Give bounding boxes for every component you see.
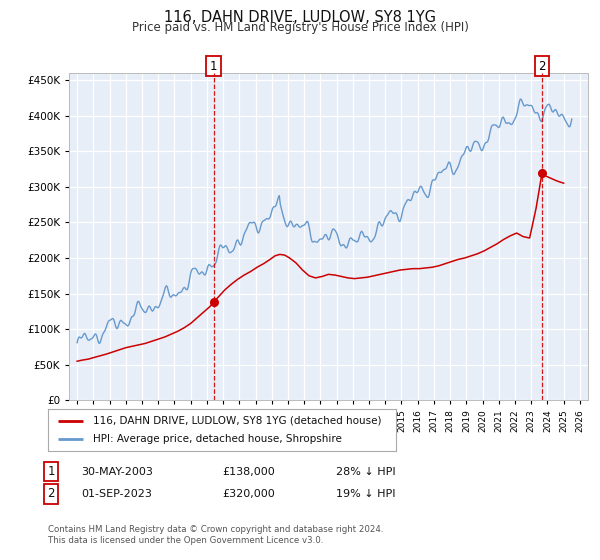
Text: 2: 2: [47, 487, 55, 501]
Text: 30-MAY-2003: 30-MAY-2003: [81, 466, 153, 477]
Text: 1: 1: [47, 465, 55, 478]
Text: 1: 1: [210, 60, 217, 73]
Text: 116, DAHN DRIVE, LUDLOW, SY8 1YG (detached house): 116, DAHN DRIVE, LUDLOW, SY8 1YG (detach…: [93, 416, 382, 426]
Text: 116, DAHN DRIVE, LUDLOW, SY8 1YG: 116, DAHN DRIVE, LUDLOW, SY8 1YG: [164, 10, 436, 25]
Text: £138,000: £138,000: [222, 466, 275, 477]
Text: 28% ↓ HPI: 28% ↓ HPI: [336, 466, 395, 477]
Text: 2: 2: [538, 60, 546, 73]
Text: Price paid vs. HM Land Registry's House Price Index (HPI): Price paid vs. HM Land Registry's House …: [131, 21, 469, 34]
Text: HPI: Average price, detached house, Shropshire: HPI: Average price, detached house, Shro…: [93, 434, 342, 444]
Text: £320,000: £320,000: [222, 489, 275, 499]
Text: 01-SEP-2023: 01-SEP-2023: [81, 489, 152, 499]
Text: Contains HM Land Registry data © Crown copyright and database right 2024.
This d: Contains HM Land Registry data © Crown c…: [48, 525, 383, 545]
Text: 19% ↓ HPI: 19% ↓ HPI: [336, 489, 395, 499]
